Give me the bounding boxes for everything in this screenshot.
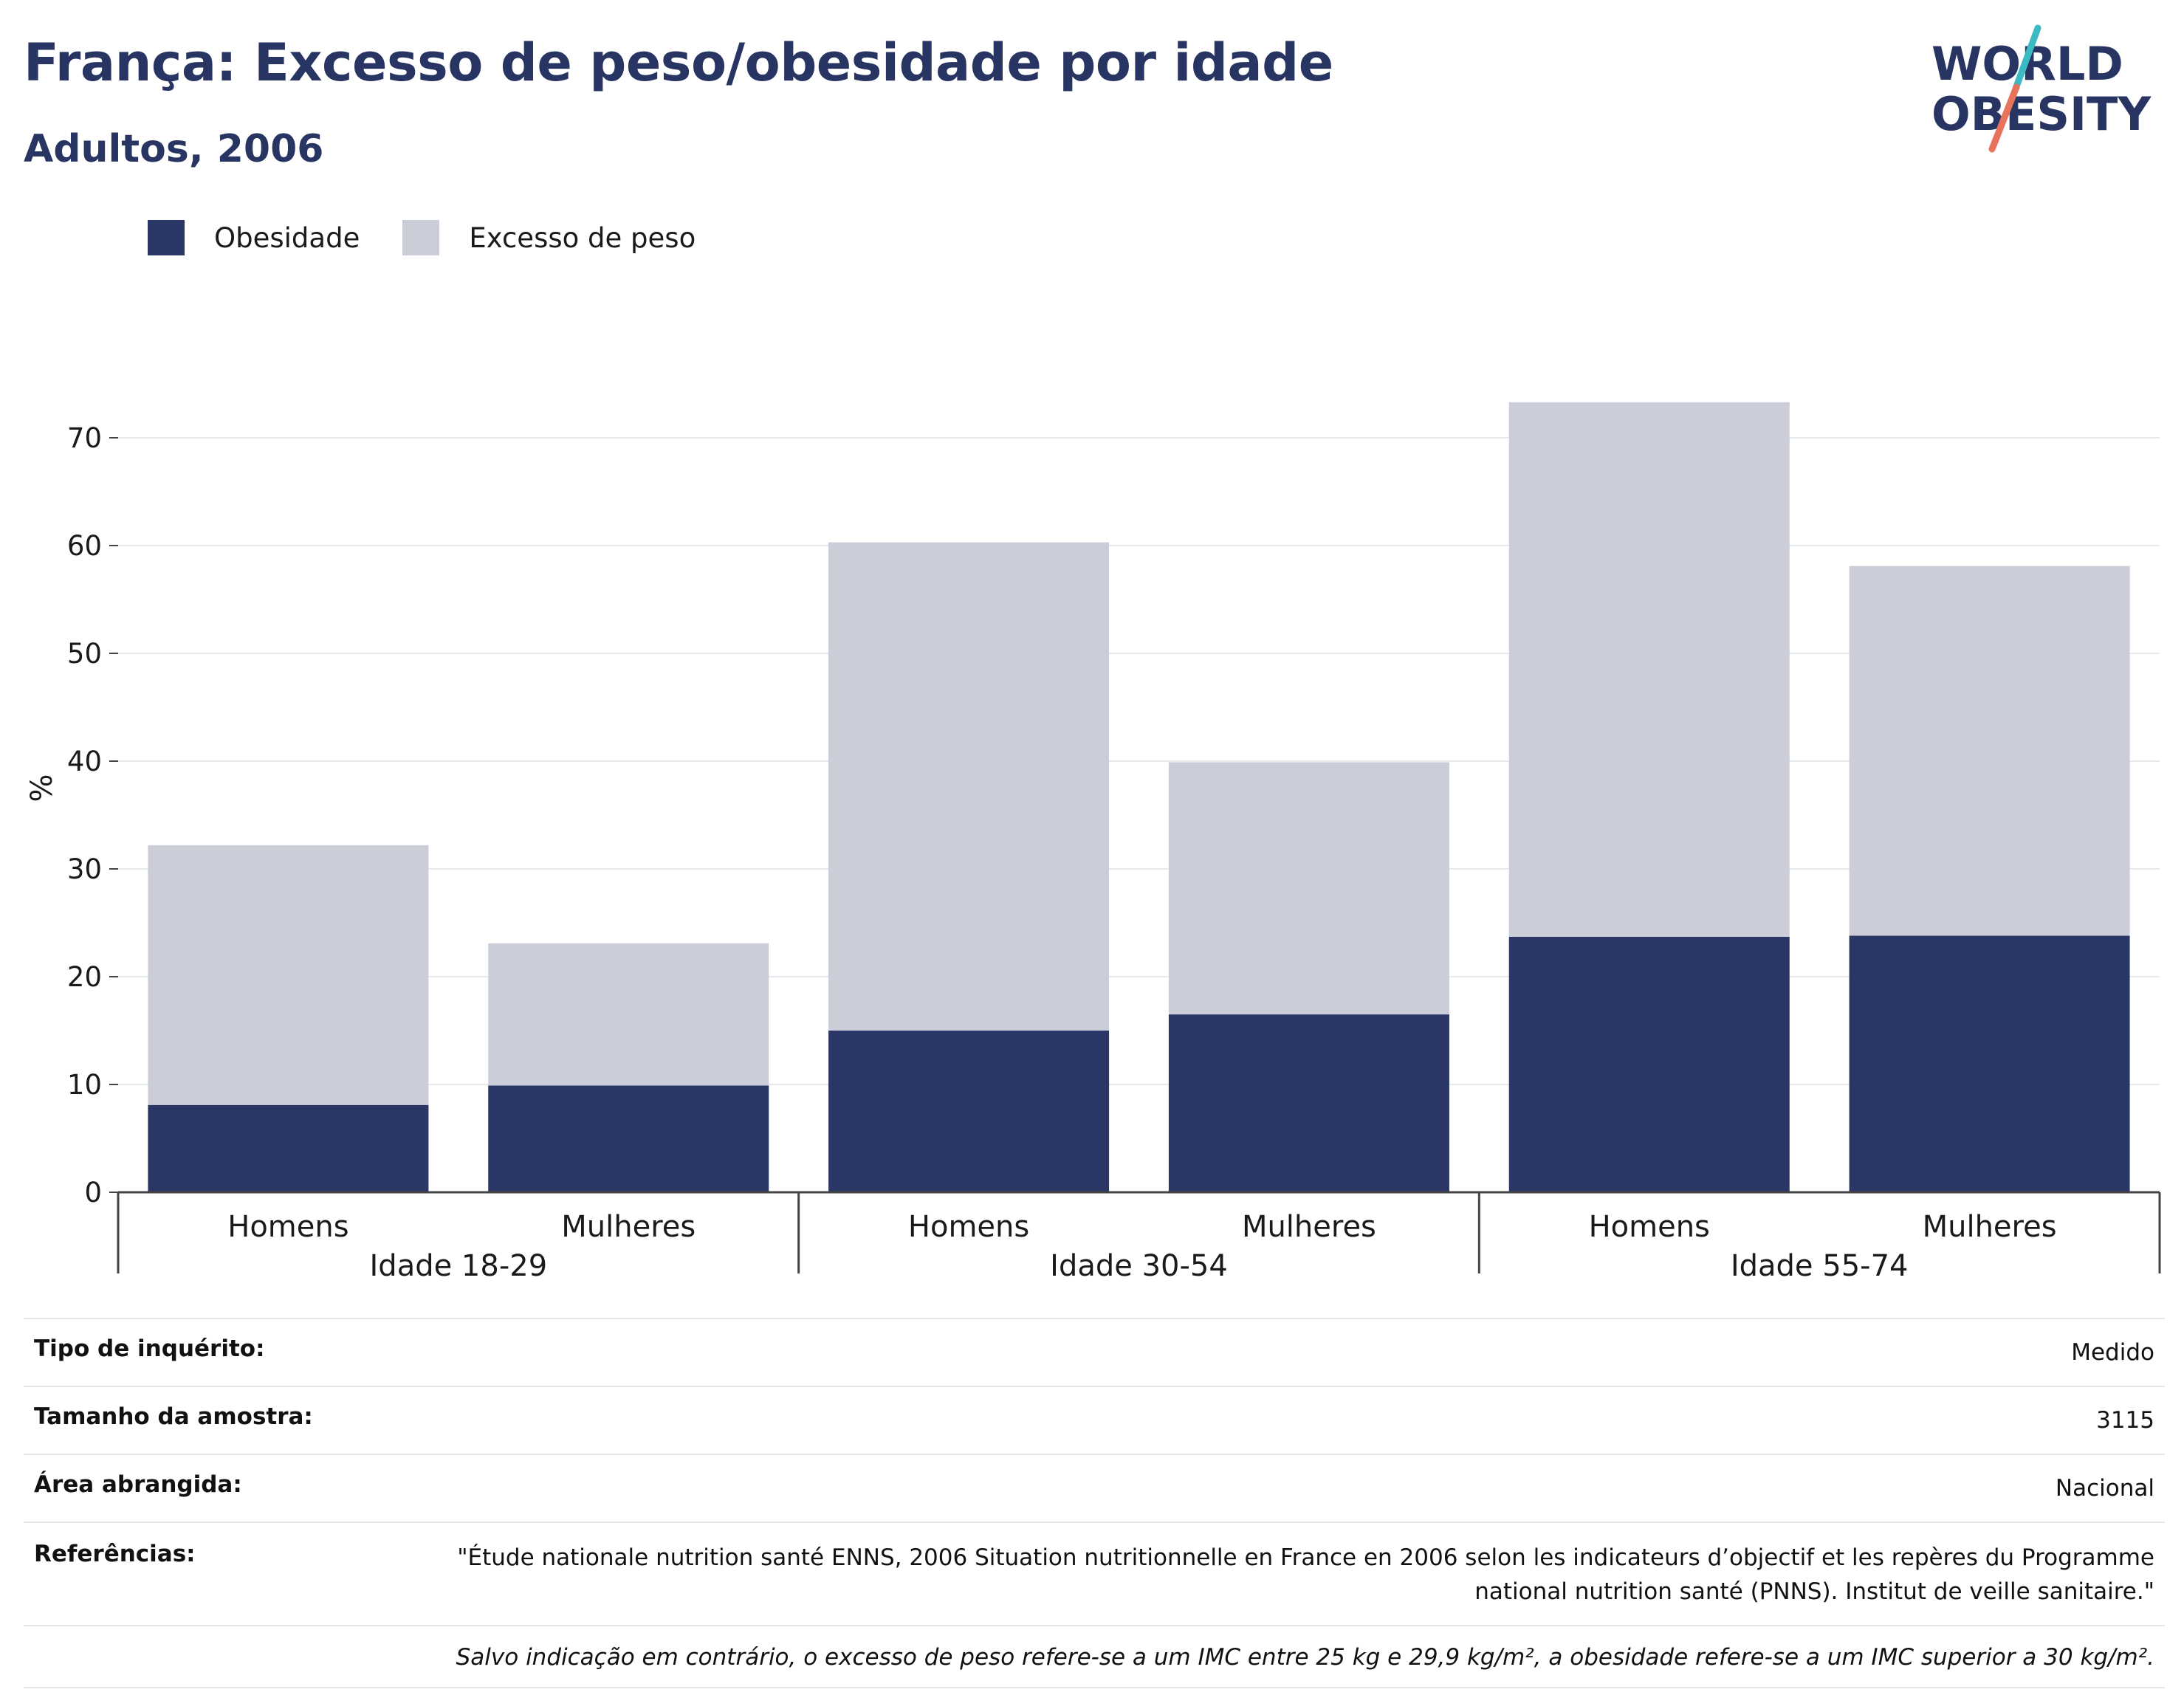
info-row-sample-size: Tamanho da amostra: 3115 bbox=[24, 1386, 2165, 1454]
y-tick-label: 20 bbox=[67, 961, 102, 993]
x-group-label: Idade 55-74 bbox=[1731, 1249, 1909, 1283]
chart-legend: Obesidade Excesso de peso bbox=[148, 220, 738, 255]
bar-overweight bbox=[148, 845, 429, 1105]
y-tick-label: 0 bbox=[84, 1177, 102, 1208]
x-category-label: Mulheres bbox=[1242, 1210, 1376, 1244]
info-label-references: Referências: bbox=[34, 1541, 196, 1567]
y-tick-label: 70 bbox=[67, 422, 102, 454]
legend-label-obesity: Obesidade bbox=[214, 221, 360, 254]
bar-overweight bbox=[828, 542, 1110, 1031]
world-obesity-logo: WORLD OBESITY bbox=[1931, 24, 2152, 153]
bar-overweight bbox=[1849, 565, 2130, 936]
x-category-label: Homens bbox=[227, 1210, 348, 1244]
info-label-sample-size: Tamanho da amostra: bbox=[34, 1403, 313, 1430]
info-value-references: "Étude nationale nutrition santé ENNS, 2… bbox=[457, 1544, 2154, 1605]
legend-swatch-overweight bbox=[402, 220, 440, 255]
y-tick-label: 40 bbox=[67, 746, 102, 777]
x-category-label: Mulheres bbox=[561, 1210, 696, 1244]
x-category-label: Homens bbox=[1589, 1210, 1710, 1244]
legend-label-overweight: Excesso de peso bbox=[469, 221, 696, 254]
bar-obesity bbox=[1508, 936, 1790, 1192]
stacked-bar-chart: 0 10 20 30 40 50 60 70% Homens Mulheres Homens Mulh… bbox=[25, 402, 2161, 1283]
x-category-label: Mulheres bbox=[1923, 1210, 2057, 1244]
info-value-area: Nacional bbox=[2055, 1475, 2154, 1502]
chart-title: França: Excesso de peso/obesidade por id… bbox=[24, 32, 1333, 93]
y-axis-label: % bbox=[25, 774, 59, 802]
definition-note: Salvo indicação em contrário, o excesso … bbox=[456, 1644, 2154, 1671]
bar-overweight bbox=[488, 943, 769, 1086]
x-group-label: Idade 18-29 bbox=[370, 1249, 548, 1283]
bar-obesity bbox=[148, 1104, 429, 1192]
bar-obesity bbox=[1168, 1014, 1449, 1192]
info-label-survey-type: Tipo de inquérito: bbox=[34, 1335, 265, 1362]
legend-swatch-obesity bbox=[148, 220, 185, 255]
logo-line-2: OBESITY bbox=[1931, 87, 2152, 141]
logo-slash-bottom bbox=[1988, 83, 2020, 153]
legend-item-overweight[interactable]: Excesso de peso bbox=[402, 220, 696, 255]
legend-item-obesity[interactable]: Obesidade bbox=[148, 220, 360, 255]
y-tick-label: 10 bbox=[67, 1069, 102, 1101]
info-row-note: Salvo indicação em contrário, o excesso … bbox=[24, 1625, 2165, 1688]
info-row-references: Referências: "Étude nationale nutrition … bbox=[24, 1522, 2165, 1625]
info-row-survey-type: Tipo de inquérito: Medido bbox=[24, 1318, 2165, 1386]
info-value-survey-type: Medido bbox=[2071, 1339, 2154, 1366]
logo-slash-top bbox=[2012, 24, 2042, 92]
y-tick-label: 30 bbox=[67, 853, 102, 885]
chart-subtitle: Adultos, 2006 bbox=[24, 127, 324, 171]
bar-overweight bbox=[1168, 762, 1449, 1015]
bar-obesity bbox=[828, 1031, 1110, 1192]
x-category-label: Homens bbox=[908, 1210, 1029, 1244]
info-row-area: Área abrangida: Nacional bbox=[24, 1454, 2165, 1522]
x-group-label: Idade 30-54 bbox=[1050, 1249, 1228, 1283]
bar-obesity bbox=[1849, 935, 2130, 1192]
info-label-area: Área abrangida: bbox=[34, 1471, 242, 1498]
bar-overweight bbox=[1508, 402, 1790, 937]
info-value-sample-size: 3115 bbox=[2096, 1407, 2154, 1434]
y-tick-label: 50 bbox=[67, 638, 102, 670]
bar-obesity bbox=[488, 1085, 769, 1192]
y-tick-label: 60 bbox=[67, 530, 102, 562]
survey-info-table: Tipo de inquérito: Medido Tamanho da amo… bbox=[24, 1318, 2165, 1688]
